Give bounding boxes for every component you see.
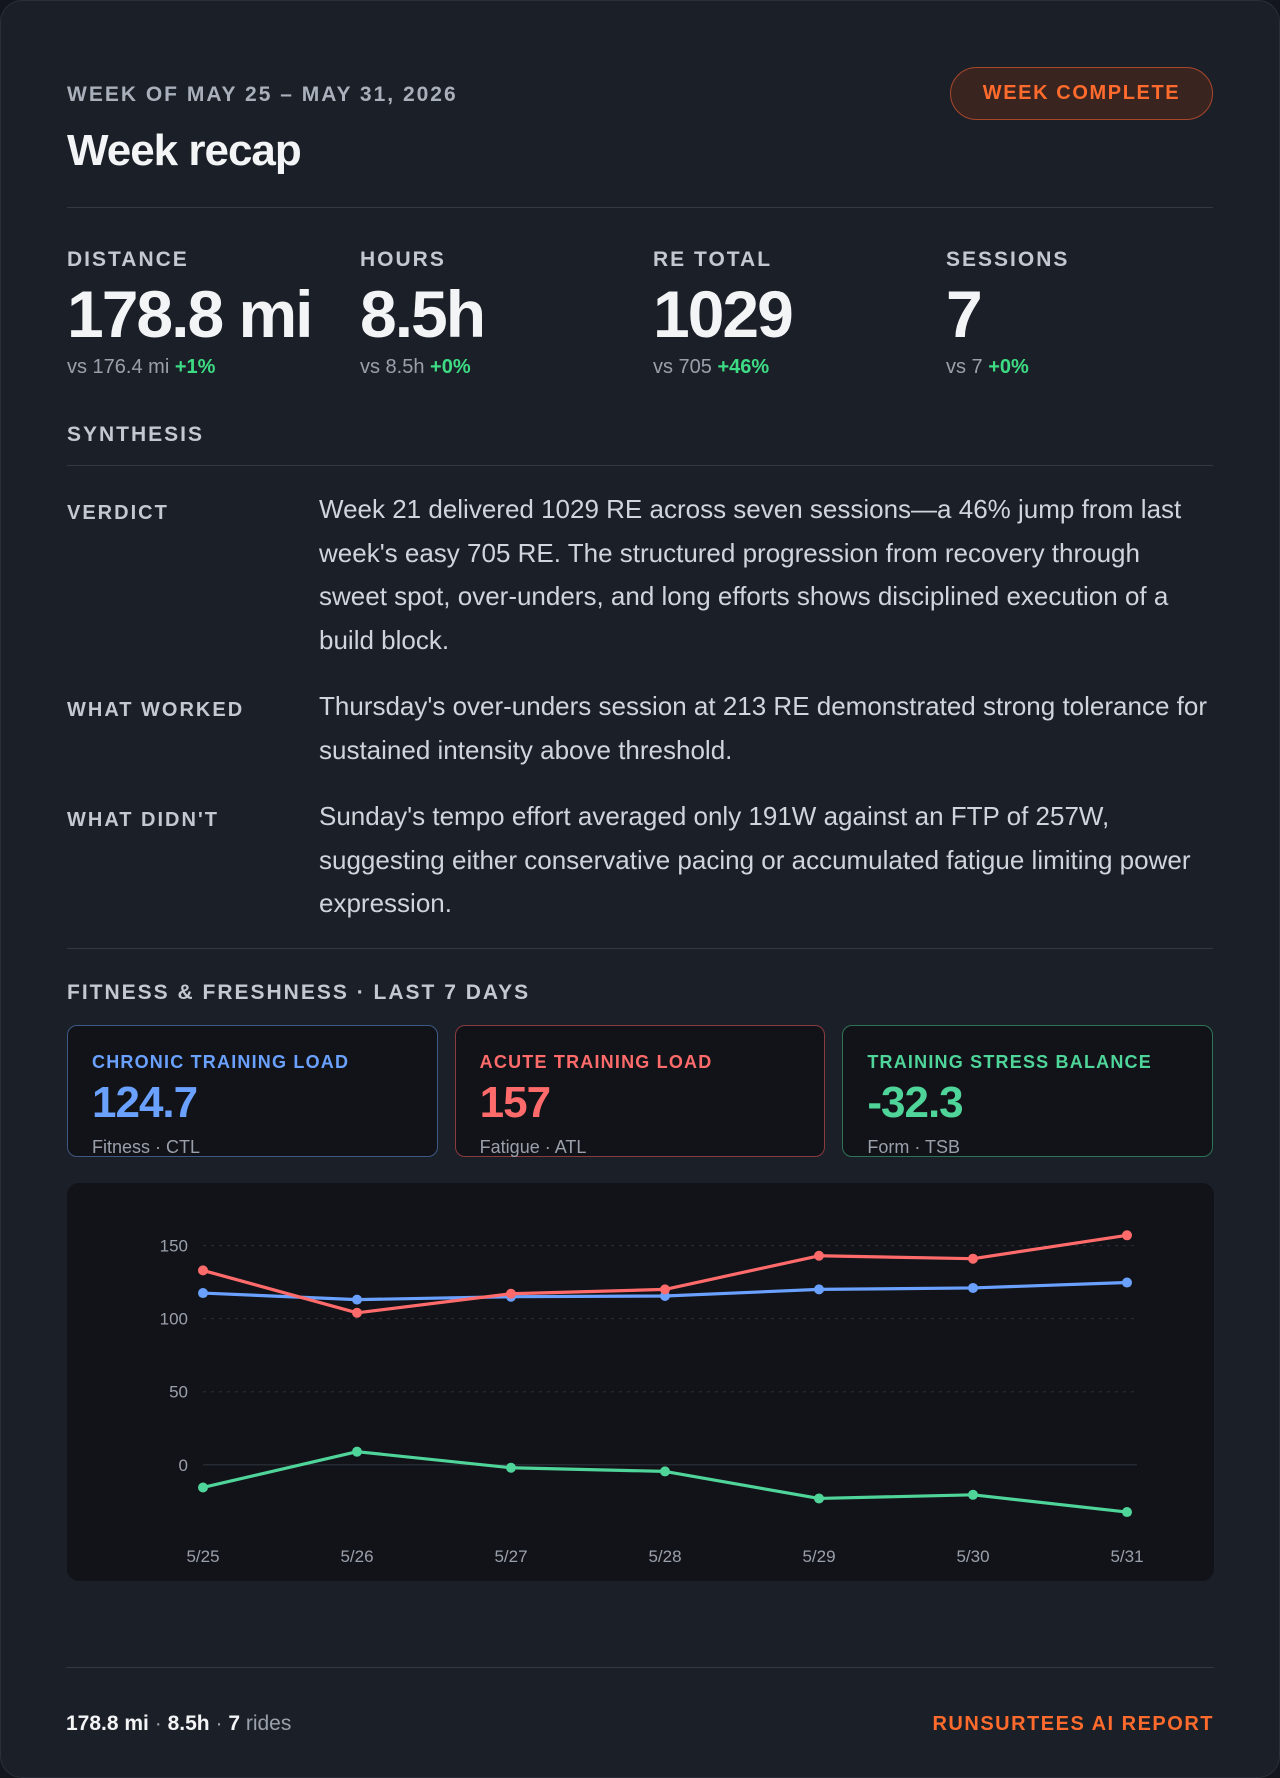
tile-sub: Form · TSB xyxy=(867,1136,961,1157)
ctl-point xyxy=(814,1283,824,1294)
delta-value: +46% xyxy=(717,356,770,378)
synthesis-what-worked: WHAT WORKED Thursday's over-unders sessi… xyxy=(67,685,1213,772)
tsb-point xyxy=(660,1465,670,1476)
fitness-heading: FITNESS & FRESHNESS · LAST 7 DAYS xyxy=(67,980,531,1004)
stat-compare: vs 8.5h +0% xyxy=(360,356,484,379)
status-badge: WEEK COMPLETE xyxy=(950,67,1213,120)
tile-label: CHRONIC TRAINING LOAD xyxy=(92,1051,350,1072)
synthesis-text: Week 21 delivered 1029 RE across seven s… xyxy=(319,494,1182,655)
y-tick-label: 150 xyxy=(160,1236,188,1255)
tsb-point xyxy=(814,1492,824,1503)
atl-point xyxy=(352,1307,362,1318)
x-tick-label: 5/28 xyxy=(648,1547,681,1566)
stats-row: DISTANCE 178.8 mi vs 176.4 mi +1% HOURS … xyxy=(67,208,1213,423)
synthesis-heading: SYNTHESIS xyxy=(67,423,1213,466)
stat-distance: DISTANCE 178.8 mi vs 176.4 mi +1% xyxy=(67,248,314,379)
synthesis-what-didnt: WHAT DIDN'T Sunday's tempo effort averag… xyxy=(67,795,1213,926)
ctl-tile: CHRONIC TRAINING LOAD 124.7 Fitness · CT… xyxy=(67,1024,438,1157)
atl-point xyxy=(1122,1229,1132,1240)
x-tick-label: 5/26 xyxy=(340,1547,373,1566)
tsb-series-line xyxy=(201,1449,1129,1514)
stat-value: 178.8 mi xyxy=(67,277,314,351)
x-tick-label: 5/27 xyxy=(494,1547,527,1566)
stat-label: HOURS xyxy=(360,248,446,271)
compare-text: vs 8.5h xyxy=(360,356,425,378)
fitness-chart-svg: 0 50 100 150 5/25 5/26 5/27 5/28 5/29 5/30 5/31 xyxy=(160,1229,1144,1566)
atl-point xyxy=(198,1264,208,1275)
synthesis-text: Sunday's tempo effort averaged only 191W… xyxy=(319,801,1191,918)
x-tick-label: 5/25 xyxy=(186,1547,219,1566)
footer-separator: · xyxy=(154,1712,162,1735)
tsb-point xyxy=(352,1446,362,1457)
footer-rides-word: rides xyxy=(245,1712,292,1735)
footer-summary: 178.8 mi · 8.5h · 7 rides xyxy=(66,1712,291,1736)
synthesis-label: VERDICT xyxy=(67,502,169,524)
brand-link[interactable]: RUNSURTEES AI REPORT xyxy=(932,1713,1214,1735)
synthesis-text: Thursday's over-unders session at 213 RE… xyxy=(319,691,1207,765)
stat-label: DISTANCE xyxy=(67,248,189,271)
footer-rides-count: 7 xyxy=(228,1712,240,1735)
atl-point xyxy=(506,1288,516,1299)
tile-sub: Fatigue · ATL xyxy=(479,1136,587,1157)
tsb-point xyxy=(506,1462,516,1473)
header: WEEK OF MAY 25 – MAY 31, 2026 Week recap… xyxy=(67,1,1213,208)
tile-value: 157 xyxy=(479,1077,551,1127)
y-tick-label: 50 xyxy=(169,1382,188,1401)
ctl-point xyxy=(352,1294,362,1305)
atl-point xyxy=(814,1250,824,1261)
tsb-point xyxy=(968,1489,978,1500)
x-tick-label: 5/31 xyxy=(1110,1547,1143,1566)
delta-value: +1% xyxy=(174,356,216,378)
tsb-point xyxy=(1122,1506,1132,1517)
footer-separator: · xyxy=(215,1712,223,1735)
synthesis-section: SYNTHESIS VERDICT Week 21 delivered 1029… xyxy=(67,423,1213,926)
stat-value: 7 xyxy=(946,277,983,351)
synthesis-verdict: VERDICT Week 21 delivered 1029 RE across… xyxy=(67,488,1213,662)
ctl-point xyxy=(968,1282,978,1293)
tsb-point xyxy=(198,1481,208,1492)
ctl-point xyxy=(198,1287,208,1298)
synthesis-label: WHAT WORKED xyxy=(67,699,245,721)
stat-compare: vs 7 +0% xyxy=(946,356,1069,379)
atl-point xyxy=(660,1283,670,1294)
compare-text: vs 705 xyxy=(653,356,712,378)
stat-value: 1029 xyxy=(653,277,794,351)
stat-compare: vs 705 +46% xyxy=(653,356,792,379)
stat-compare: vs 176.4 mi +1% xyxy=(67,356,312,379)
stat-sessions: SESSIONS 7 vs 7 +0% xyxy=(946,248,1069,379)
stat-label: SESSIONS xyxy=(946,248,1070,271)
y-tick-label: 100 xyxy=(160,1309,188,1328)
fitness-section: FITNESS & FRESHNESS · LAST 7 DAYS CHRONI… xyxy=(67,947,1214,1581)
synthesis-label: WHAT DIDN'T xyxy=(67,809,219,831)
tile-sub: Fitness · CTL xyxy=(92,1136,201,1157)
x-tick-label: 5/30 xyxy=(956,1547,989,1566)
tile-label: ACUTE TRAINING LOAD xyxy=(479,1051,713,1072)
footer-distance: 178.8 mi xyxy=(66,1712,149,1735)
tile-value: -32.3 xyxy=(867,1077,963,1127)
footer: 178.8 mi · 8.5h · 7 rides RUNSURTEES AI … xyxy=(66,1667,1214,1778)
footer-hours: 8.5h xyxy=(167,1712,210,1735)
atl-series-line xyxy=(201,1233,1129,1314)
compare-text: vs 7 xyxy=(946,356,983,378)
stat-re-total: RE TOTAL 1029 vs 705 +46% xyxy=(653,248,794,379)
compare-text: vs 176.4 mi xyxy=(67,356,170,378)
atl-point xyxy=(968,1253,978,1264)
stat-value: 8.5h xyxy=(360,277,486,351)
tile-value: 124.7 xyxy=(92,1077,198,1127)
tile-label: TRAINING STRESS BALANCE xyxy=(867,1051,1152,1072)
x-tick-label: 5/29 xyxy=(802,1547,835,1566)
delta-value: +0% xyxy=(988,356,1029,378)
stat-label: RE TOTAL xyxy=(653,248,773,271)
fitness-tiles: CHRONIC TRAINING LOAD 124.7 Fitness · CT… xyxy=(67,1024,1214,1157)
atl-tile: ACUTE TRAINING LOAD 157 Fatigue · ATL xyxy=(454,1024,826,1157)
week-range: WEEK OF MAY 25 – MAY 31, 2026 xyxy=(67,83,458,106)
y-tick-label: 0 xyxy=(179,1455,188,1474)
tsb-tile: TRAINING STRESS BALANCE -32.3 Form · TSB xyxy=(842,1024,1214,1157)
fitness-chart: 0 50 100 150 5/25 5/26 5/27 5/28 5/29 5/30 5/31 xyxy=(67,1182,1214,1581)
delta-value: +0% xyxy=(430,356,471,378)
stat-hours: HOURS 8.5h vs 8.5h +0% xyxy=(360,248,486,379)
page-title: Week recap xyxy=(67,126,302,175)
ctl-point xyxy=(1122,1277,1132,1288)
